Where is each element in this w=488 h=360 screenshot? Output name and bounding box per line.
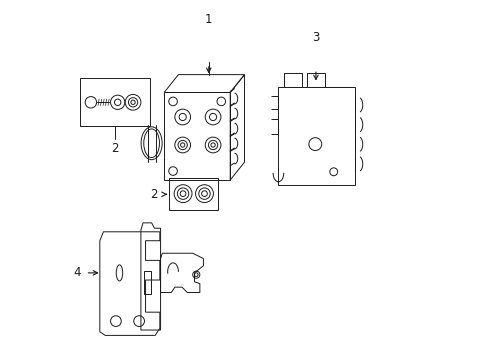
Bar	[144, 271, 151, 294]
Bar	[164, 93, 230, 180]
Bar	[169, 178, 217, 210]
Text: 1: 1	[204, 13, 212, 26]
Bar	[80, 78, 149, 126]
Bar	[278, 87, 354, 185]
Text: 4: 4	[74, 266, 81, 279]
Text: 2: 2	[111, 143, 119, 156]
Text: 2: 2	[150, 188, 158, 201]
Text: 3: 3	[312, 31, 319, 44]
